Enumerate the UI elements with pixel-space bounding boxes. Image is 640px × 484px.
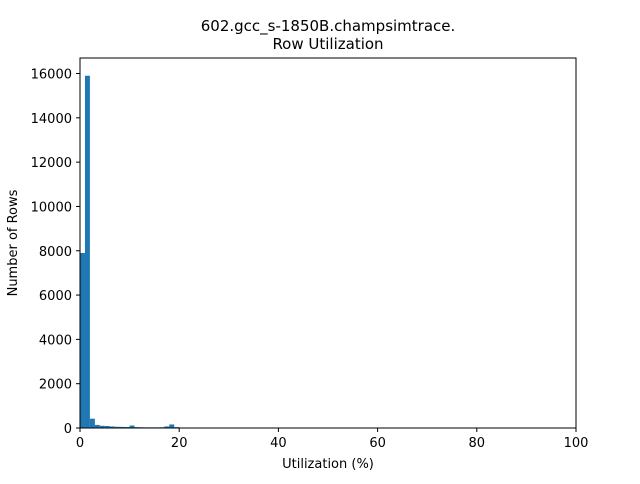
histogram-bar-0: [80, 252, 85, 428]
x-tick-label: 100: [564, 436, 589, 451]
x-tick-label: 0: [76, 436, 84, 451]
histogram-bar-10: [129, 425, 135, 428]
y-tick-label: 10000: [31, 200, 72, 215]
y-tick-label: 4000: [39, 333, 72, 348]
y-tick-label: 8000: [39, 245, 72, 260]
y-tick-label: 6000: [39, 289, 72, 304]
x-axis-label: Utilization (%): [282, 457, 374, 472]
x-tick-label: 60: [369, 436, 386, 451]
y-tick-label: 16000: [31, 68, 72, 83]
x-tick-label: 20: [171, 436, 188, 451]
x-axis: 0 20 40 60 80 100: [76, 428, 589, 451]
y-tick-label: 2000: [39, 378, 72, 393]
histogram-bar-2: [89, 418, 95, 428]
histogram-bar-3: [94, 424, 100, 428]
histogram-bar-8: [119, 426, 125, 428]
histogram-bar-7: [114, 426, 120, 428]
y-axis-label: Number of Rows: [6, 189, 21, 296]
y-axis: 0 2000 4000 6000 8000 10000 12000 14000 16000: [31, 68, 80, 437]
chart-title-line-1: 602.gcc_s-1850B.champsimtrace.: [201, 17, 456, 36]
histogram-bar-17: [164, 426, 170, 428]
bars-group: [80, 75, 180, 428]
histogram-bar-18: [169, 424, 175, 428]
y-tick-label: 14000: [31, 112, 72, 127]
y-tick-label: 12000: [31, 156, 72, 171]
x-tick-label: 40: [270, 436, 287, 451]
plot-frame: [79, 57, 577, 429]
histogram-bar-6: [109, 426, 115, 428]
y-tick-label: 0: [64, 422, 72, 437]
histogram-bar-1: [84, 75, 90, 428]
chart-title-line-2: Row Utilization: [272, 35, 383, 53]
x-tick-label: 80: [469, 436, 486, 451]
histogram-bar-4: [99, 425, 105, 428]
histogram-bar-5: [104, 426, 110, 428]
